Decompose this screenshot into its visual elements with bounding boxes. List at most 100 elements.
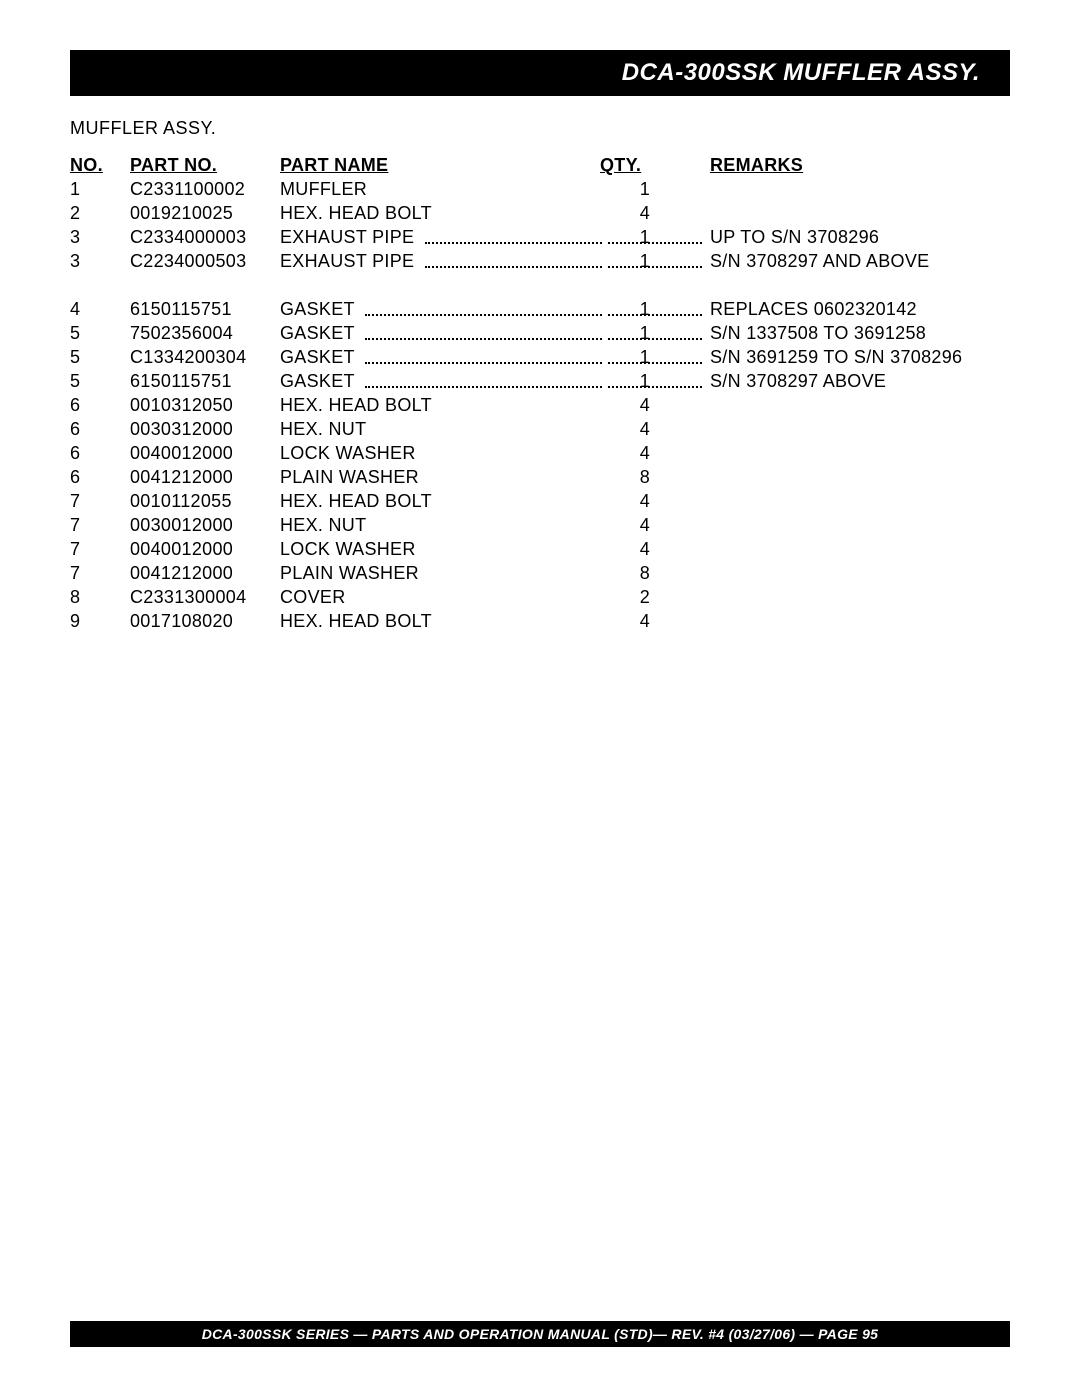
cell-partname: COVER (280, 585, 600, 609)
cell-remarks: S/N 3708297 AND ABOVE (660, 249, 1010, 273)
page-footer-text: DCA-300SSK SERIES — PARTS AND OPERATION … (202, 1326, 879, 1342)
cell-remarks: S/N 3691259 TO S/N 3708296 (660, 345, 1010, 369)
cell-no: 7 (70, 561, 130, 585)
cell-remarks: UP TO S/N 3708296 (660, 225, 1010, 249)
cell-partno: C2331100002 (130, 177, 280, 201)
cell-remarks (660, 441, 1010, 465)
cell-no: 5 (70, 369, 130, 393)
cell-remarks (660, 513, 1010, 537)
cell-partno: 0041212000 (130, 465, 280, 489)
cell-no: 1 (70, 177, 130, 201)
cell-partno: C2334000003 (130, 225, 280, 249)
cell-partname: PLAIN WASHER (280, 561, 600, 585)
page-title: DCA-300SSK MUFFLER ASSY. (622, 59, 980, 87)
cell-remarks (660, 609, 1010, 633)
cell-partname: GASKET (280, 297, 600, 321)
table-row: 60041212000PLAIN WASHER8 (70, 465, 1010, 489)
cell-qty: 4 (600, 489, 660, 513)
cell-partno: 0040012000 (130, 441, 280, 465)
cell-qty: 4 (600, 441, 660, 465)
cell-no: 7 (70, 489, 130, 513)
cell-qty: 4 (600, 393, 660, 417)
cell-partno: C2234000503 (130, 249, 280, 273)
cell-partname: HEX. NUT (280, 513, 600, 537)
cell-remarks (660, 393, 1010, 417)
cell-remarks: REPLACES 0602320142 (660, 297, 1010, 321)
cell-partno: 0010312050 (130, 393, 280, 417)
cell-remarks: S/N 3708297 ABOVE (660, 369, 1010, 393)
cell-remarks: S/N 1337508 TO 3691258 (660, 321, 1010, 345)
page-footer-bar: DCA-300SSK SERIES — PARTS AND OPERATION … (70, 1321, 1010, 1347)
cell-qty: 1 (600, 369, 660, 393)
table-row: 8C2331300004COVER2 (70, 585, 1010, 609)
table-row: 46150115751GASKET1REPLACES 0602320142 (70, 297, 1010, 321)
cell-qty: 8 (600, 561, 660, 585)
cell-partno: 0040012000 (130, 537, 280, 561)
cell-partno: 7502356004 (130, 321, 280, 345)
cell-partname: HEX. HEAD BOLT (280, 201, 600, 225)
cell-qty: 4 (600, 201, 660, 225)
cell-partname: GASKET (280, 345, 600, 369)
cell-remarks (660, 177, 1010, 201)
cell-partname: GASKET (280, 321, 600, 345)
cell-partname: GASKET (280, 369, 600, 393)
table-spacer (70, 273, 1010, 297)
cell-qty: 8 (600, 465, 660, 489)
cell-remarks (660, 417, 1010, 441)
cell-qty: 1 (600, 249, 660, 273)
table-row: 5C1334200304GASKET1S/N 3691259 TO S/N 37… (70, 345, 1010, 369)
cell-qty: 4 (600, 417, 660, 441)
cell-qty: 4 (600, 537, 660, 561)
cell-no: 7 (70, 537, 130, 561)
cell-no: 6 (70, 393, 130, 417)
cell-partname: HEX. HEAD BOLT (280, 393, 600, 417)
table-row: 60010312050HEX. HEAD BOLT4 (70, 393, 1010, 417)
cell-remarks (660, 201, 1010, 225)
table-row: 3C2234000503EXHAUST PIPE1S/N 3708297 AND… (70, 249, 1010, 273)
cell-no: 6 (70, 417, 130, 441)
page-title-bar: DCA-300SSK MUFFLER ASSY. (70, 50, 1010, 96)
table-row: 70010112055HEX. HEAD BOLT4 (70, 489, 1010, 513)
table-row: 70030012000HEX. NUT4 (70, 513, 1010, 537)
cell-qty: 1 (600, 345, 660, 369)
cell-qty: 4 (600, 513, 660, 537)
cell-partname: EXHAUST PIPE (280, 249, 600, 273)
section-subtitle: MUFFLER ASSY. (70, 118, 1010, 139)
cell-no: 7 (70, 513, 130, 537)
cell-qty: 2 (600, 585, 660, 609)
col-header-qty: QTY. (600, 153, 660, 177)
cell-partno: C1334200304 (130, 345, 280, 369)
parts-table: NO. PART NO. PART NAME QTY. REMARKS 1C23… (70, 153, 1010, 633)
cell-partno: 6150115751 (130, 369, 280, 393)
table-row: 60040012000LOCK WASHER4 (70, 441, 1010, 465)
cell-partno: 0019210025 (130, 201, 280, 225)
cell-remarks (660, 465, 1010, 489)
col-header-partno: PART NO. (130, 153, 280, 177)
cell-partname: LOCK WASHER (280, 441, 600, 465)
cell-partname: HEX. HEAD BOLT (280, 609, 600, 633)
col-header-no: NO. (70, 153, 130, 177)
cell-no: 3 (70, 249, 130, 273)
table-row: 57502356004GASKET1S/N 1337508 TO 3691258 (70, 321, 1010, 345)
cell-partname: LOCK WASHER (280, 537, 600, 561)
table-row: 1C2331100002MUFFLER1 (70, 177, 1010, 201)
cell-partno: 0030312000 (130, 417, 280, 441)
table-row: 20019210025HEX. HEAD BOLT4 (70, 201, 1010, 225)
table-row: 70040012000LOCK WASHER4 (70, 537, 1010, 561)
cell-qty: 4 (600, 609, 660, 633)
cell-partno: 6150115751 (130, 297, 280, 321)
cell-no: 5 (70, 345, 130, 369)
col-header-remarks: REMARKS (660, 153, 1010, 177)
cell-no: 5 (70, 321, 130, 345)
cell-no: 4 (70, 297, 130, 321)
table-row: 90017108020HEX. HEAD BOLT4 (70, 609, 1010, 633)
cell-partno: 0010112055 (130, 489, 280, 513)
cell-partname: EXHAUST PIPE (280, 225, 600, 249)
cell-partname: HEX. HEAD BOLT (280, 489, 600, 513)
cell-qty: 1 (600, 321, 660, 345)
cell-no: 3 (70, 225, 130, 249)
table-row: 3C2334000003EXHAUST PIPE1UP TO S/N 37082… (70, 225, 1010, 249)
cell-qty: 1 (600, 225, 660, 249)
table-header-row: NO. PART NO. PART NAME QTY. REMARKS (70, 153, 1010, 177)
cell-partname: PLAIN WASHER (280, 465, 600, 489)
